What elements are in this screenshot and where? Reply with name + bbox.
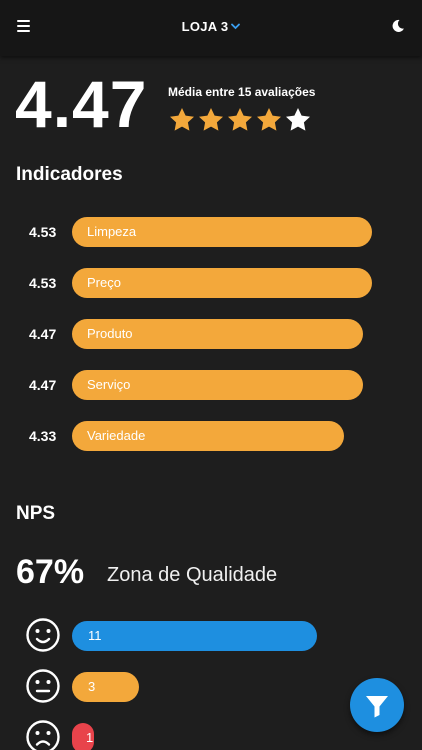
- happy-face-icon: [26, 618, 60, 652]
- filter-button[interactable]: [350, 678, 404, 732]
- indicator-row: 4.53 Limpeza: [0, 216, 422, 248]
- sad-face-icon: [26, 720, 60, 750]
- nps-count-bar[interactable]: 1: [72, 723, 94, 750]
- nps-count-bar[interactable]: 11: [72, 621, 317, 651]
- store-dropdown[interactable]: LOJA 3: [182, 19, 241, 34]
- indicator-row: 4.53 Preço: [0, 267, 422, 299]
- indicator-value: 4.53: [29, 275, 57, 291]
- nps-row: 3: [0, 669, 422, 705]
- indicator-bar[interactable]: Variedade: [72, 421, 344, 451]
- moon-icon[interactable]: [391, 19, 405, 33]
- indicator-bar[interactable]: Produto: [72, 319, 363, 349]
- nps-row: 1: [0, 720, 422, 750]
- chevron-down-icon: [231, 23, 241, 30]
- indicator-bar[interactable]: Limpeza: [72, 217, 372, 247]
- indicator-value: 4.53: [29, 224, 57, 240]
- hamburger-menu-icon[interactable]: [17, 20, 30, 32]
- indicator-row: 4.47 Serviço: [0, 369, 422, 401]
- indicator-value: 4.47: [29, 377, 57, 393]
- star-empty-icon: [286, 108, 310, 131]
- nps-count-bar[interactable]: 3: [72, 672, 139, 702]
- star-filled-icon: [228, 108, 252, 131]
- nps-zone-label: Zona de Qualidade: [107, 564, 278, 586]
- top-bar: LOJA 3: [0, 0, 422, 56]
- store-selector: LOJA 3: [0, 19, 422, 34]
- indicator-bar[interactable]: Preço: [72, 268, 372, 298]
- filter-icon: [366, 696, 388, 718]
- star-rating: [168, 106, 312, 134]
- indicator-row: 4.47 Produto: [0, 318, 422, 350]
- nps-title: NPS: [16, 503, 56, 524]
- star-filled-icon: [257, 108, 281, 131]
- indicator-bar[interactable]: Serviço: [72, 370, 363, 400]
- neutral-face-icon: [26, 669, 60, 703]
- indicator-value: 4.47: [29, 326, 57, 342]
- indicator-row: 4.33 Variedade: [0, 420, 422, 452]
- star-filled-icon: [170, 108, 194, 131]
- nps-row: 11: [0, 618, 422, 654]
- store-label: LOJA 3: [181, 19, 229, 34]
- average-score: 4.47: [15, 67, 148, 141]
- indicator-value: 4.33: [29, 428, 57, 444]
- nps-percent: 67%: [16, 553, 85, 591]
- indicators-title: Indicadores: [16, 164, 123, 185]
- average-caption: Média entre 15 avaliações: [168, 85, 316, 99]
- star-filled-icon: [199, 108, 223, 131]
